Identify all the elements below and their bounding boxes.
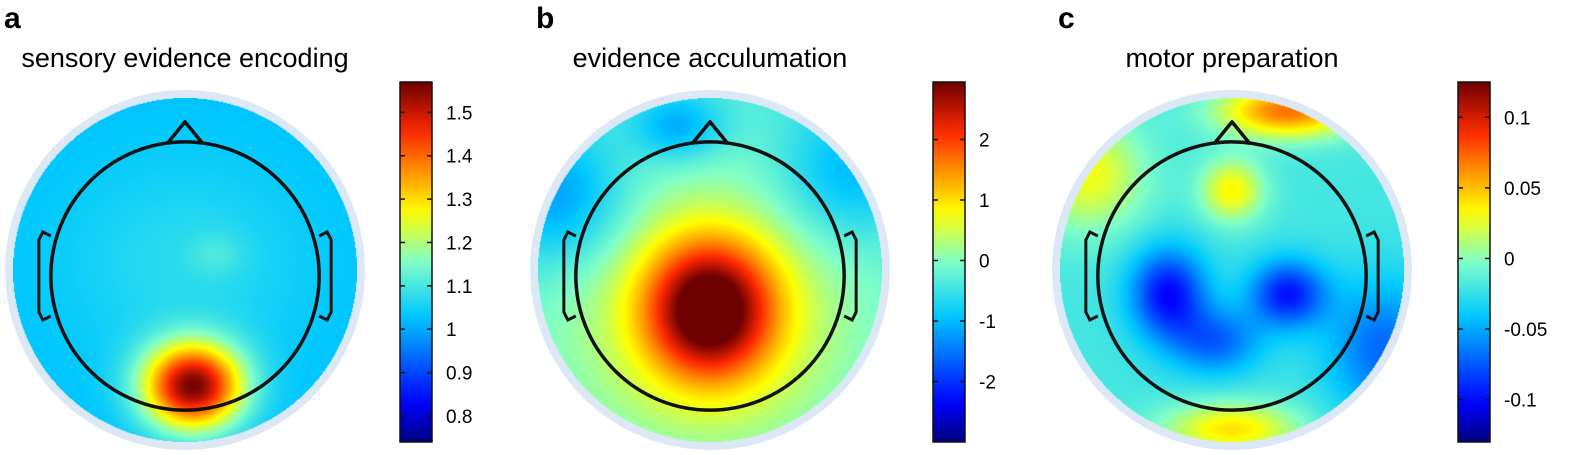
left-ear-outline [37,229,52,323]
colorbar-gradient [399,81,433,443]
nose-outline [1212,120,1252,145]
panel-letter-a: a [4,2,21,35]
right-ear-outline [843,229,858,323]
scalp-heatmap [538,98,882,442]
panel-letter-b: b [536,2,554,35]
head-outline [49,140,321,412]
head-outline [574,140,846,412]
right-ear-outline [1365,229,1380,323]
colorbar-tick-label: 0.8 [446,407,472,428]
scalp-map-c [1052,90,1412,450]
colorbar-a: 0.8 0.9 1 1.1 1.2 1.3 1.4 1.5 [399,81,473,443]
right-ear-outline [318,229,333,323]
colorbar-tick-label: 1.3 [446,190,472,211]
colorbar-b: -2 -1 0 1 2 [932,81,996,443]
panel-title-c: motor preparation [1125,43,1338,73]
panel-letter-c: c [1058,2,1075,35]
colorbar-tick-label: 0.05 [1504,179,1541,200]
scalp-heatmap [13,98,357,442]
colorbar-tick-label: 0.9 [446,364,472,385]
colorbar-tick-label: -0.05 [1504,320,1547,341]
scalp-map-b [530,90,890,450]
colorbar-tick-label: 2 [979,130,990,151]
left-ear-outline [1084,229,1099,323]
colorbar-tick-label: 0 [979,251,990,272]
nose-outline [165,120,205,145]
colorbar-gradient [1457,81,1491,443]
colorbar-tick-label: -1 [979,312,996,333]
colorbar-gradient [932,81,966,443]
scalp-heatmap [1060,98,1404,442]
colorbar-tick-label: 1.5 [446,103,472,124]
colorbar-tick-label: 1.1 [446,277,472,298]
panel-c: c motor preparation -0.1 -0.05 0 0.05 0.1 [1052,2,1547,450]
colorbar-tick-label: 1 [979,191,990,212]
colorbar-tick-label: -0.1 [1504,391,1537,412]
panel-title-a: sensory evidence encoding [21,43,348,73]
colorbar-tick-label: 0 [1504,249,1515,270]
panel-b: b evidence acculumation -2 -1 0 1 2 [530,2,996,450]
colorbar-tick-label: -2 [979,372,996,393]
left-ear-outline [562,229,577,323]
head-outline [1096,140,1368,412]
panel-a: a sensory evidence encoding 0.8 0.9 1 1.1 1.… [4,2,473,450]
colorbar-tick-label: 1.4 [446,147,473,168]
scalp-map-a [5,90,365,450]
panel-title-b: evidence acculumation [573,43,848,73]
colorbar-tick-label: 1 [446,320,457,341]
nose-outline [690,120,730,145]
colorbar-tick-label: 0.1 [1504,108,1530,129]
colorbar-tick-label: 1.2 [446,233,472,254]
colorbar-c: -0.1 -0.05 0 0.05 0.1 [1457,81,1547,443]
